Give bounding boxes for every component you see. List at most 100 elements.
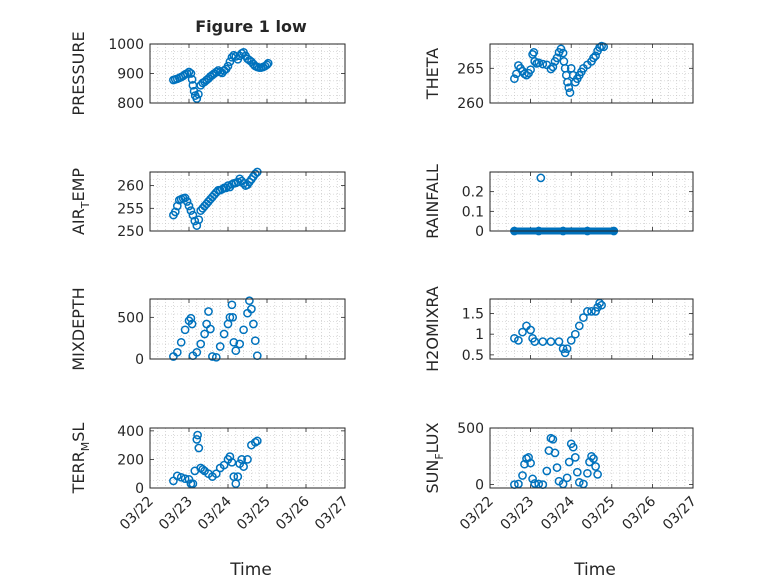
data-point <box>176 337 186 347</box>
data-point <box>235 339 245 349</box>
data-point <box>200 329 209 339</box>
data-point <box>562 473 572 483</box>
data-point <box>192 435 202 444</box>
data-point <box>262 60 272 70</box>
data-point <box>229 337 239 347</box>
data-point <box>514 336 523 345</box>
data-point <box>206 324 215 334</box>
data-point <box>556 44 566 54</box>
data-point <box>566 336 576 345</box>
data-point <box>250 437 260 447</box>
data-point <box>227 457 237 467</box>
data-point <box>565 88 575 97</box>
y-tick-label: 1.5 <box>462 306 484 322</box>
data-point <box>518 471 527 480</box>
data-point <box>184 201 194 211</box>
data-point <box>225 312 235 322</box>
data-point <box>536 173 546 183</box>
data-point <box>215 342 225 351</box>
data-point <box>192 94 202 103</box>
data-point <box>548 62 558 72</box>
subplot-rainfall: 0 0.1 0.2 RAINFALL <box>423 164 694 240</box>
data-point <box>188 479 198 489</box>
subplot-air_temp: 250 255 260 AIRTEMP <box>69 168 346 240</box>
data-point <box>597 300 606 310</box>
data-point <box>574 321 584 331</box>
data-point <box>192 347 202 357</box>
data-point <box>186 313 196 323</box>
data-point <box>591 462 600 471</box>
data-point <box>184 67 194 77</box>
x-axis-label-left: Time <box>229 560 272 580</box>
y-tick-label: 0 <box>475 224 484 240</box>
figure-title: Figure 1 low <box>195 17 307 36</box>
data-point <box>593 470 602 479</box>
data-point <box>552 53 562 63</box>
data-point <box>526 458 535 468</box>
data-point <box>552 463 562 472</box>
axes-frame <box>489 298 694 360</box>
data-point <box>211 352 221 362</box>
x-axis-label-right: Time <box>573 560 616 580</box>
y-tick-label: 400 <box>117 424 144 440</box>
data-point <box>187 75 197 84</box>
data-point <box>546 64 556 74</box>
data-point <box>243 455 252 464</box>
data-point <box>583 468 592 478</box>
data-point <box>530 337 540 346</box>
data-point <box>572 467 582 477</box>
data-point <box>190 216 200 226</box>
data-point <box>233 472 243 481</box>
data-point <box>239 325 248 335</box>
data-point <box>526 65 535 75</box>
data-point <box>186 206 196 215</box>
data-point <box>520 459 529 469</box>
data-point <box>522 70 531 80</box>
y-axis-label: RAINFALL <box>423 164 442 239</box>
data-point <box>526 325 535 335</box>
data-point <box>570 329 580 339</box>
y-tick-label: 0 <box>475 478 484 494</box>
data-point <box>530 57 540 66</box>
data-point <box>263 58 273 68</box>
y-tick-label: 1000 <box>108 37 144 53</box>
data-point <box>587 451 596 461</box>
data-point <box>219 460 229 470</box>
data-point <box>530 479 540 488</box>
data-point <box>560 348 570 358</box>
y-tick-label: 0 <box>135 352 144 368</box>
data-point <box>528 474 537 484</box>
data-point <box>589 454 598 463</box>
data-point <box>510 74 519 84</box>
data-point <box>542 466 552 476</box>
data-point <box>239 178 248 188</box>
data-point <box>187 319 197 329</box>
data-point <box>204 307 213 316</box>
data-point <box>180 325 190 335</box>
data-point <box>250 336 260 346</box>
data-point <box>591 51 600 61</box>
data-point <box>227 300 237 310</box>
data-point <box>548 434 558 444</box>
y-axis-label: H2OMIXRA <box>423 286 442 372</box>
y-axis-label: MIXDEPTH <box>69 287 88 370</box>
data-point <box>518 327 527 337</box>
data-point <box>245 296 254 306</box>
axes-frame <box>149 298 346 360</box>
data-point <box>534 58 544 68</box>
y-tick-label: 900 <box>117 67 144 83</box>
axes-frame <box>489 171 694 232</box>
data-point <box>172 347 182 357</box>
data-point <box>239 462 248 471</box>
data-point <box>223 61 233 71</box>
y-axis-label: THETA <box>423 48 442 100</box>
data-point <box>188 210 198 220</box>
data-point <box>208 352 217 361</box>
subplot-mixdepth: 0 500 MIXDEPTH <box>69 287 346 371</box>
data-point <box>193 430 202 440</box>
data-point <box>554 337 564 346</box>
y-axis-label: PRESSURE <box>69 31 88 115</box>
y-axis-label: TERRMSL <box>69 423 92 495</box>
data-point <box>228 312 238 322</box>
